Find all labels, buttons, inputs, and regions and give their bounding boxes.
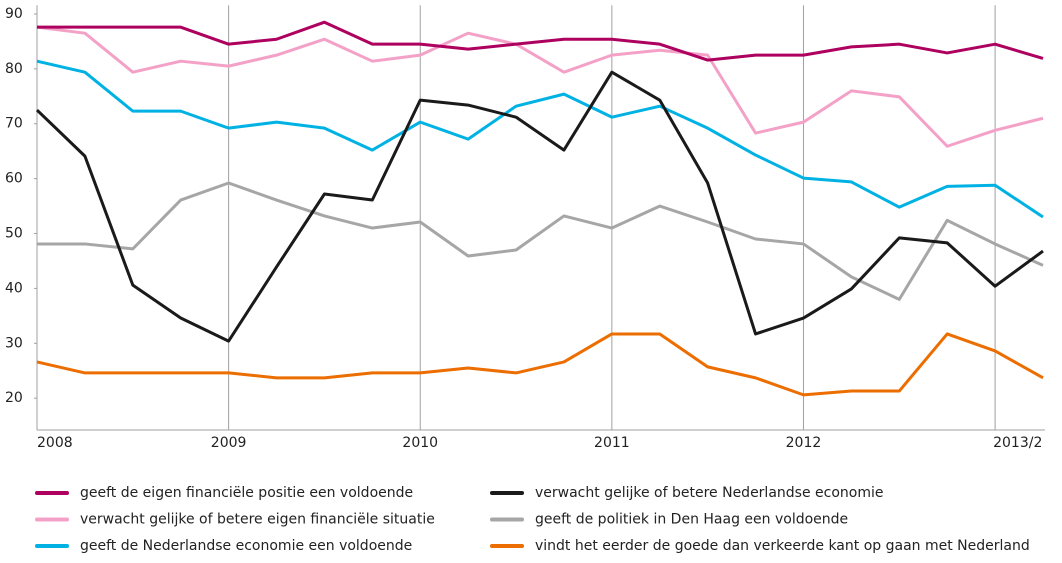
series-line	[36, 25, 1044, 148]
y-tick-label: 50	[5, 226, 23, 242]
legend-label: verwacht gelijke of betere Nederlandse e…	[535, 485, 883, 501]
legend-label: geeft de politiek in Den Haag een voldoe…	[535, 512, 848, 528]
y-tick-label: 90	[5, 6, 23, 22]
y-tick-label: 70	[5, 116, 23, 132]
y-tick-label: 60	[5, 171, 23, 187]
series-line	[37, 20, 1044, 62]
x-tick-label: 2011	[594, 435, 630, 451]
series-line	[36, 59, 1044, 219]
legend-label: vindt het eerder de goede dan verkeerde …	[535, 538, 1030, 554]
y-tick-label: 20	[5, 390, 23, 406]
y-tick-label: 40	[5, 280, 23, 296]
legend-label: geeft de eigen financiële positie een vo…	[80, 485, 413, 501]
legend-label: verwacht gelijke of betere eigen financi…	[80, 512, 435, 528]
x-tick-label: 2009	[211, 435, 247, 451]
x-tick-label: 2012	[786, 435, 822, 451]
x-tick-label: 2013/2	[993, 435, 1042, 451]
y-tick-label: 30	[5, 335, 23, 351]
y-tick-label: 80	[5, 61, 23, 77]
legend-label: geeft de Nederlandse economie een voldoe…	[80, 538, 412, 554]
x-tick-label: 2008	[37, 435, 73, 451]
series-line	[36, 332, 1044, 397]
series-line	[37, 181, 1044, 301]
x-tick-label: 2010	[402, 435, 438, 451]
series-line	[35, 70, 1044, 343]
